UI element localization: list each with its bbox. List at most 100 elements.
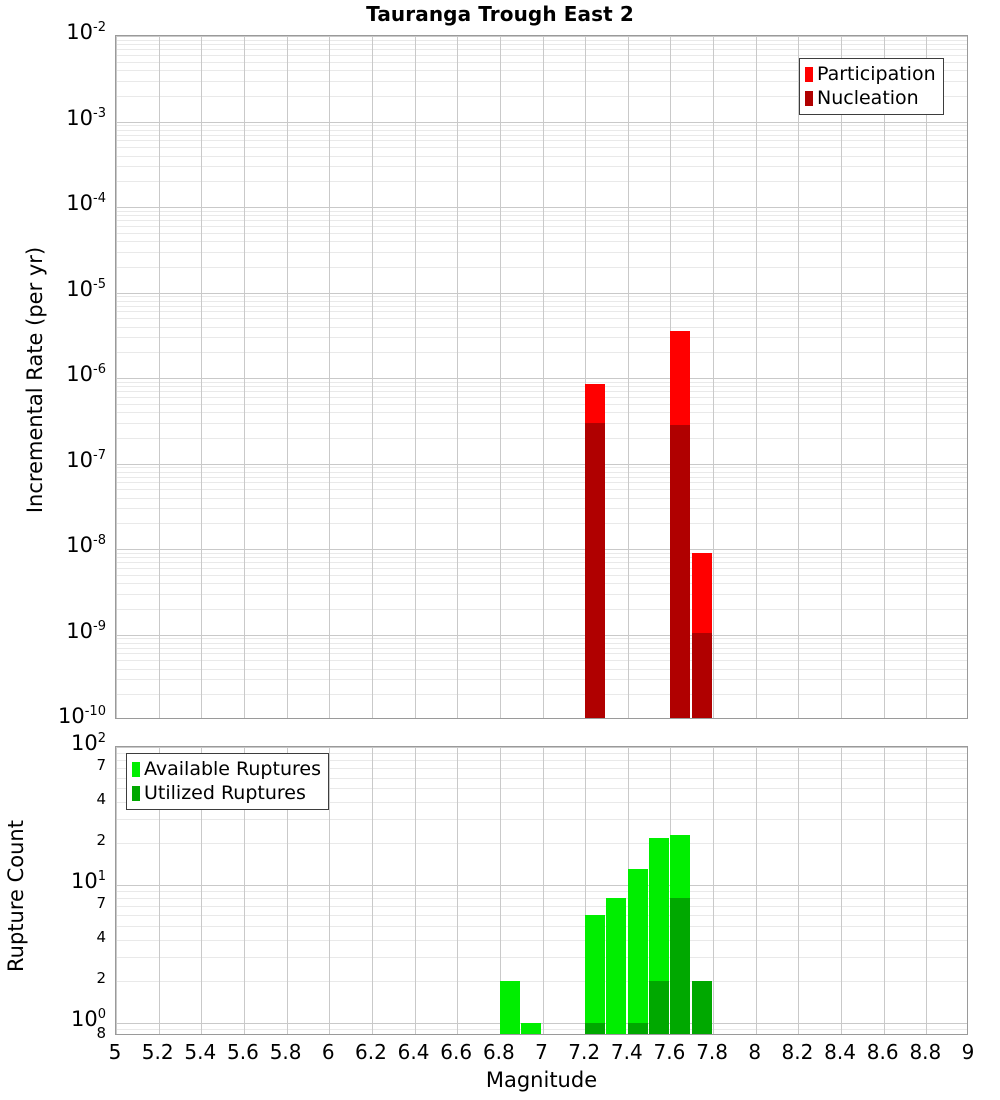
gridline-horizontal xyxy=(116,1029,967,1030)
x-tick-label: 8.6 xyxy=(866,1040,899,1064)
bottom-legend: Available Ruptures Utilized Ruptures xyxy=(126,753,329,810)
gridline-vertical xyxy=(372,747,373,1034)
y-tick-label: 4 xyxy=(96,927,106,946)
gridline-horizontal xyxy=(116,557,967,558)
gridline-vertical xyxy=(500,747,501,1034)
x-tick-label: 8.2 xyxy=(781,1040,814,1064)
gridline-horizontal xyxy=(116,768,967,769)
gridline-horizontal xyxy=(116,464,967,465)
x-tick-label: 9 xyxy=(961,1040,975,1064)
bar-utilized xyxy=(670,425,690,718)
gridline-horizontal xyxy=(116,135,967,136)
gridline-horizontal xyxy=(116,802,967,803)
legend-label: Nucleation xyxy=(817,87,919,109)
gridline-vertical xyxy=(841,747,842,1034)
legend-label: Utilized Ruptures xyxy=(144,782,306,804)
gridline-vertical xyxy=(329,36,330,718)
gridline-horizontal xyxy=(116,906,967,907)
gridline-horizontal xyxy=(116,747,967,748)
bar-utilized xyxy=(585,423,605,718)
gridline-horizontal xyxy=(116,44,967,45)
gridline-vertical xyxy=(159,36,160,718)
y-tick-label: 7 xyxy=(96,756,106,775)
top-gridlines xyxy=(116,36,967,718)
gridline-horizontal xyxy=(116,467,967,468)
bar-utilized xyxy=(649,981,669,1034)
x-tick-label: 7.6 xyxy=(653,1040,686,1064)
x-tick-label: 5 xyxy=(108,1040,122,1064)
y-tick-label: 100 xyxy=(70,1006,106,1031)
gridline-horizontal xyxy=(116,156,967,157)
gridline-horizontal xyxy=(116,352,967,353)
gridline-horizontal xyxy=(116,301,967,302)
gridline-vertical xyxy=(287,36,288,718)
gridline-horizontal xyxy=(116,241,967,242)
gridline-horizontal xyxy=(116,594,967,595)
x-tick-label: 7.4 xyxy=(610,1040,643,1064)
gridline-horizontal xyxy=(116,233,967,234)
gridline-vertical xyxy=(159,747,160,1034)
x-tick-label: 6.8 xyxy=(482,1040,515,1064)
bar-utilized xyxy=(628,1023,648,1034)
gridline-vertical xyxy=(116,747,117,1034)
gridline-horizontal xyxy=(116,819,967,820)
gridline-vertical xyxy=(926,747,927,1034)
gridline-horizontal xyxy=(116,609,967,610)
gridline-horizontal xyxy=(116,788,967,789)
top-y-axis-ticks: 10-2 10-3 10-4 10-5 10-6 10-7 10-8 10-9 10-10 xyxy=(0,0,112,760)
gridline-horizontal xyxy=(116,318,967,319)
gridline-vertical xyxy=(713,747,714,1034)
gridline-horizontal xyxy=(116,1023,967,1024)
gridline-horizontal xyxy=(116,62,967,63)
y-tick-label: 7 xyxy=(96,894,106,913)
gridline-horizontal xyxy=(116,96,967,97)
y-tick-label: 10-7 xyxy=(66,447,106,472)
page-title: Tauranga Trough East 2 xyxy=(366,2,634,26)
gridline-horizontal xyxy=(116,915,967,916)
bar-available xyxy=(585,915,605,1034)
x-axis-title: Magnitude xyxy=(485,1068,598,1092)
gridline-horizontal xyxy=(116,549,967,550)
bar-available xyxy=(521,1023,541,1034)
legend-swatch-icon xyxy=(132,761,140,777)
gridline-horizontal xyxy=(116,397,967,398)
y-tick-label: 10-4 xyxy=(66,191,106,215)
top-legend: Participation Nucleation xyxy=(799,58,944,115)
gridline-horizontal xyxy=(116,125,967,126)
gridline-vertical xyxy=(457,747,458,1034)
gridline-horizontal xyxy=(116,220,967,221)
bar-utilized xyxy=(585,1023,605,1034)
gridline-horizontal xyxy=(116,226,967,227)
gridline-horizontal xyxy=(116,940,967,941)
gridline-horizontal xyxy=(116,81,967,82)
x-tick-label: 7.2 xyxy=(568,1040,601,1064)
gridline-vertical xyxy=(713,36,714,718)
gridline-horizontal xyxy=(116,327,967,328)
gridline-vertical xyxy=(884,36,885,718)
gridline-horizontal xyxy=(116,694,967,695)
gridline-horizontal xyxy=(116,36,967,37)
top-plot-area: Participation Nucleation xyxy=(115,35,968,719)
gridline-horizontal xyxy=(116,575,967,576)
gridline-horizontal xyxy=(116,252,967,253)
x-tick-label: 6.6 xyxy=(440,1040,473,1064)
gridline-vertical xyxy=(201,36,202,718)
bottom-y-axis-ticks: 102 7 4 2 101 7 4 2 100 8 xyxy=(0,0,112,1060)
gridline-horizontal xyxy=(116,926,967,927)
gridline-horizontal xyxy=(116,438,967,439)
gridline-horizontal xyxy=(116,648,967,649)
gridline-horizontal xyxy=(116,638,967,639)
y-tick-label: 10-8 xyxy=(66,533,106,557)
gridline-horizontal xyxy=(116,568,967,569)
gridline-vertical xyxy=(884,747,885,1034)
gridline-vertical xyxy=(457,36,458,718)
gridline-vertical xyxy=(798,36,799,718)
top-legend-row: Participation xyxy=(805,62,936,86)
legend-swatch-icon xyxy=(805,66,813,82)
bottom-y-axis-title: Rupture Count xyxy=(4,820,28,972)
gridline-vertical xyxy=(841,36,842,718)
gridline-horizontal xyxy=(116,306,967,307)
gridline-horizontal xyxy=(116,583,967,584)
gridline-horizontal xyxy=(116,489,967,490)
